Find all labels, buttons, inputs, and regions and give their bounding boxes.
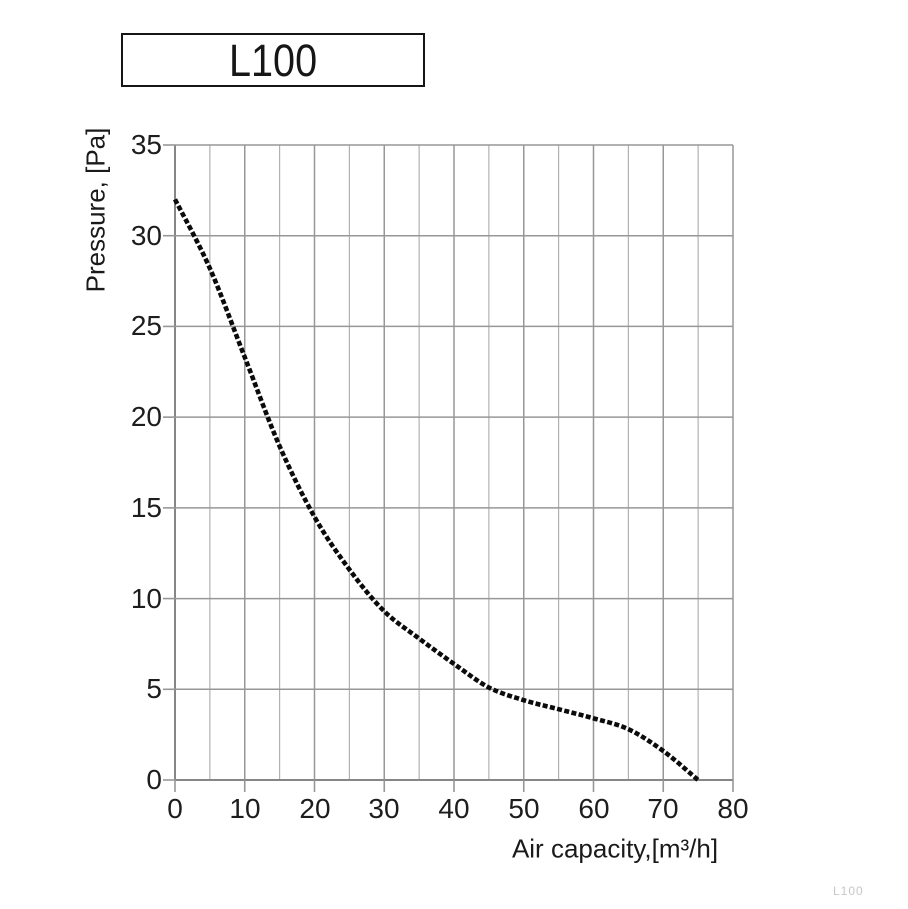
- grid-lines: [174, 144, 734, 781]
- x-axis-title: Air capacity,[m³/h]: [511, 833, 719, 864]
- y-tick-label-30: 30: [130, 220, 162, 251]
- watermark: L100: [833, 884, 864, 898]
- x-tick-label-50: 50: [508, 793, 540, 824]
- x-tick-label-80: 80: [717, 793, 749, 824]
- y-tick-label-35: 35: [130, 129, 162, 160]
- x-tick-label-30: 30: [368, 793, 400, 824]
- x-tick-label-40: 40: [438, 793, 470, 824]
- fan-performance-curve: [172, 198, 700, 782]
- x-tick-label-60: 60: [578, 793, 610, 824]
- axis-tick-marks: [163, 144, 734, 792]
- x-tick-label-20: 20: [299, 793, 331, 824]
- y-tick-label-10: 10: [130, 583, 162, 614]
- y-tick-label-0: 0: [146, 764, 162, 795]
- model-title-box: L100: [121, 33, 425, 87]
- y-tick-label-20: 20: [130, 401, 162, 432]
- y-tick-label-25: 25: [130, 310, 162, 341]
- x-tick-label-70: 70: [647, 793, 679, 824]
- model-title: L100: [228, 34, 318, 86]
- x-tick-label-0: 0: [167, 793, 183, 824]
- y-tick-label-5: 5: [146, 673, 162, 704]
- y-tick-label-15: 15: [130, 492, 162, 523]
- x-tick-label-10: 10: [229, 793, 261, 824]
- y-axis-title: Pressure, [Pa]: [80, 127, 111, 293]
